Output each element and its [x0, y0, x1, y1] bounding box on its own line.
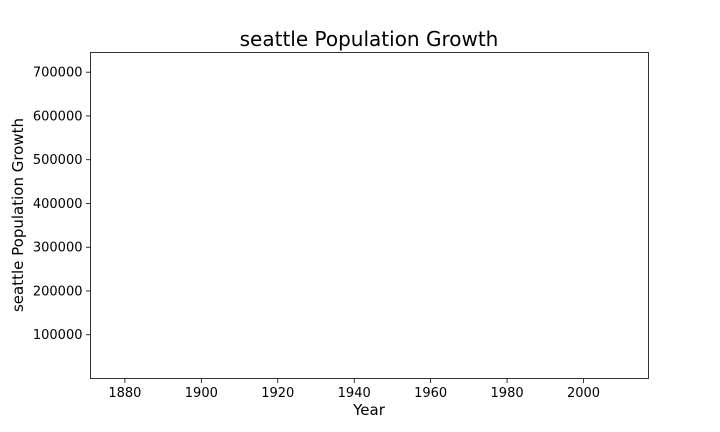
y-tick-label: 700000 — [33, 66, 83, 81]
x-tick-label: 1980 — [491, 386, 524, 401]
chart-title: seattle Population Growth — [240, 27, 499, 51]
plot-area-frame — [90, 52, 649, 379]
y-axis-label: seattle Population Growth — [9, 118, 27, 312]
x-tick-label: 2000 — [567, 386, 600, 401]
x-tick-label: 1900 — [185, 386, 218, 401]
x-tick-label: 1880 — [108, 386, 141, 401]
y-axis-ticks: 100000 200000 300000 400000 500000 600000 7000… — [33, 66, 91, 343]
x-tick-label: 1920 — [261, 386, 294, 401]
y-tick-label: 400000 — [33, 197, 83, 212]
y-tick-label: 500000 — [33, 153, 83, 168]
x-axis-ticks: 1880 1900 1920 1940 1960 1980 2000 — [108, 378, 600, 401]
y-tick-label: 200000 — [33, 284, 83, 299]
y-tick-label: 600000 — [33, 109, 83, 124]
y-tick-label: 100000 — [33, 328, 83, 343]
x-axis-label: Year — [352, 401, 386, 419]
x-tick-label: 1960 — [414, 386, 447, 401]
x-tick-label: 1940 — [338, 386, 371, 401]
y-tick-label: 300000 — [33, 241, 83, 256]
